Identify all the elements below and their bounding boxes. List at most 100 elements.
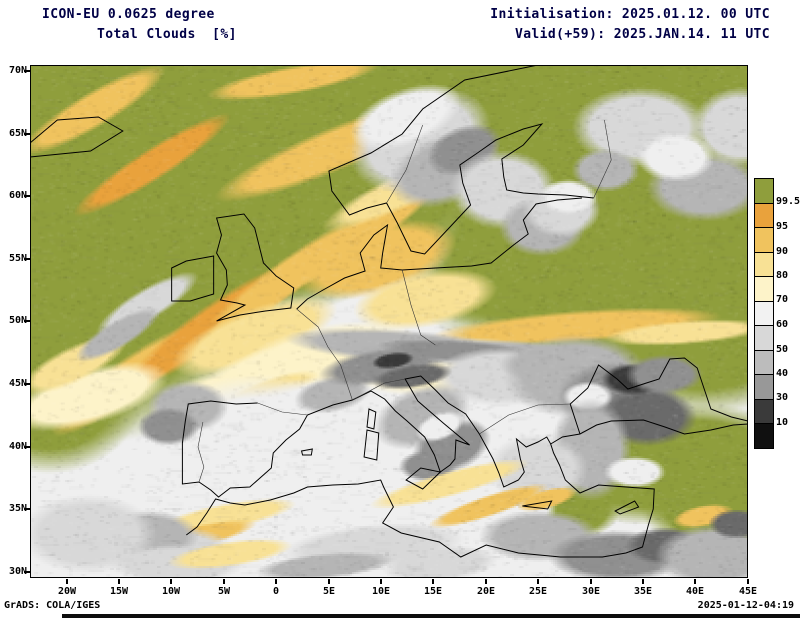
- coastline-path: [296, 197, 582, 310]
- lat-tick: [24, 446, 30, 448]
- creation-timestamp: 2025-01-12-04:19: [697, 600, 794, 611]
- lat-tick: [24, 571, 30, 573]
- country-border-path: [593, 119, 612, 199]
- lat-axis-label: 45N: [8, 378, 27, 389]
- lon-axis-label: 25E: [528, 586, 548, 597]
- coastline-path: [171, 255, 215, 302]
- lon-axis-label: 5E: [322, 586, 336, 597]
- colorbar-segment: [755, 350, 773, 376]
- country-border-path: [386, 124, 423, 204]
- colorbar-segment: [755, 179, 773, 204]
- grads-credit: GrADS: COLA/IGES: [4, 600, 101, 611]
- lat-axis-label: 70N: [8, 65, 27, 76]
- lon-axis-label: 45E: [738, 586, 758, 597]
- product-title: Total Clouds [%]: [97, 27, 237, 42]
- coastline-path: [614, 500, 640, 515]
- coastline-path: [300, 448, 313, 456]
- coastline-path: [363, 429, 380, 461]
- country-border-path: [257, 402, 308, 416]
- lat-axis-label: 30N: [8, 566, 27, 577]
- colorbar-tick-label: 80: [776, 270, 789, 281]
- lon-axis-label: 20W: [57, 586, 77, 597]
- colorbar-segment: [755, 277, 773, 302]
- coastline-path: [30, 116, 124, 158]
- coastline-path: [569, 357, 748, 435]
- lon-axis-label: 15E: [423, 586, 443, 597]
- coastline-path: [186, 443, 655, 558]
- colorbar-tick-label: 50: [776, 344, 789, 355]
- lon-axis-label: 5W: [217, 586, 231, 597]
- colorbar-segment: [755, 375, 773, 400]
- lon-tick: [694, 579, 696, 584]
- colorbar-segment: [755, 326, 773, 351]
- cloud-cover-colorbar: [754, 178, 774, 449]
- coastline-path: [366, 408, 377, 430]
- lat-tick: [24, 133, 30, 135]
- country-border-path: [401, 269, 436, 346]
- colorbar-segment: [755, 252, 773, 278]
- lon-axis-label: 10E: [371, 586, 391, 597]
- lon-tick: [66, 579, 68, 584]
- lon-axis-label: 15W: [109, 586, 129, 597]
- lat-tick: [24, 258, 30, 260]
- lon-axis-label: 30E: [581, 586, 601, 597]
- lat-axis-label: 55N: [8, 253, 27, 264]
- lon-tick: [223, 579, 225, 584]
- colorbar-tick-label: 60: [776, 319, 789, 330]
- coastline-path: [328, 65, 594, 255]
- lat-tick: [24, 508, 30, 510]
- colorbar-tick-label: 30: [776, 392, 789, 403]
- colorbar-tick-label: 95: [776, 221, 789, 232]
- lon-tick: [747, 579, 749, 584]
- coastline-path: [215, 213, 295, 322]
- lon-tick: [537, 579, 539, 584]
- lon-tick: [275, 579, 277, 584]
- country-border-path: [352, 378, 406, 401]
- country-border-path: [197, 421, 205, 483]
- lat-axis-label: 35N: [8, 503, 27, 514]
- cloud-field-canvas: [30, 65, 748, 578]
- lat-axis-label: 60N: [8, 190, 27, 201]
- lon-tick: [118, 579, 120, 584]
- lon-tick: [432, 579, 434, 584]
- lat-tick: [24, 195, 30, 197]
- coastline-path: [181, 375, 748, 498]
- lat-axis-label: 50N: [8, 315, 27, 326]
- lon-tick: [170, 579, 172, 584]
- lat-axis-label: 65N: [8, 128, 27, 139]
- lon-axis-label: 0: [272, 586, 280, 597]
- model-title: ICON-EU 0.0625 degree: [42, 7, 215, 22]
- bottom-strip: [62, 614, 800, 618]
- country-border-path: [296, 308, 353, 401]
- lat-axis-label: 40N: [8, 441, 27, 452]
- lon-tick: [642, 579, 644, 584]
- lon-tick: [590, 579, 592, 584]
- colorbar-tick-label: 40: [776, 368, 789, 379]
- colorbar-tick-label: 10: [776, 417, 789, 428]
- lat-tick: [24, 320, 30, 322]
- colorbar-tick-label: 90: [776, 246, 789, 257]
- colorbar-segment: [755, 399, 773, 425]
- init-time: Initialisation: 2025.01.12. 00 UTC: [490, 7, 770, 22]
- country-border-path: [479, 403, 571, 435]
- colorbar-tick-label: 99.5: [776, 196, 800, 207]
- lon-tick: [380, 579, 382, 584]
- coastline-path: [522, 500, 553, 510]
- colorbar-segment: [755, 424, 773, 449]
- colorbar-segment: [755, 228, 773, 253]
- lon-axis-label: 40E: [685, 586, 705, 597]
- colorbar-segment: [755, 203, 773, 229]
- lat-tick: [24, 70, 30, 72]
- lon-tick: [328, 579, 330, 584]
- colorbar-tick-label: 70: [776, 294, 789, 305]
- lon-axis-label: 10W: [161, 586, 181, 597]
- lon-tick: [485, 579, 487, 584]
- coastline-path: [405, 467, 442, 490]
- coastlines-overlay: [30, 65, 748, 558]
- colorbar-segment: [755, 301, 773, 327]
- valid-time: Valid(+59): 2025.JAN.14. 11 UTC: [514, 27, 770, 42]
- lon-axis-label: 35E: [633, 586, 653, 597]
- lat-tick: [24, 383, 30, 385]
- lon-axis-label: 20E: [476, 586, 496, 597]
